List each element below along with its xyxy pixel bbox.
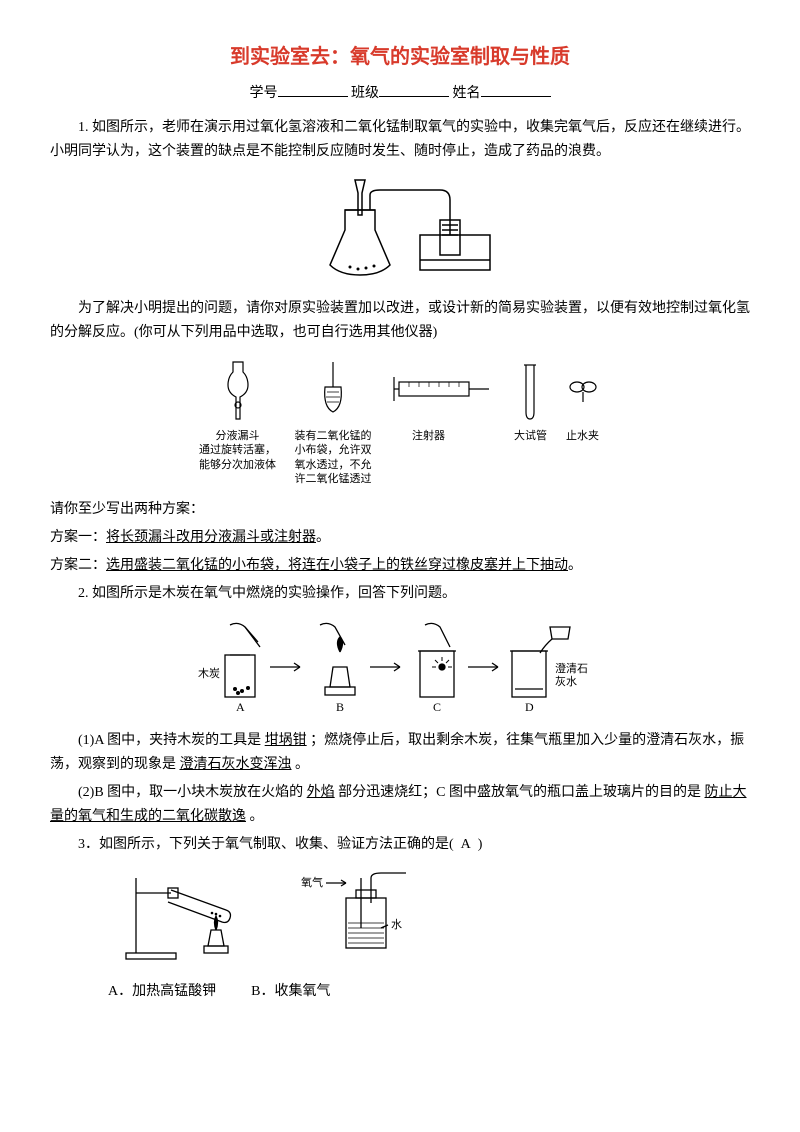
q2-p1a: (1)A 图中，夹持木炭的工具是 bbox=[78, 733, 261, 748]
plan2-period: 。 bbox=[568, 558, 582, 573]
banji-blank[interactable] bbox=[379, 82, 449, 97]
q3-optA-fig bbox=[116, 868, 256, 968]
q3-o2-label: 氧气 bbox=[301, 875, 323, 889]
banji-label: 班级 bbox=[351, 86, 379, 101]
q3-stem: 3．如图所示，下列关于氧气制取、收集、验证方法正确的是( bbox=[78, 837, 454, 852]
q1-text1: 1. 如图所示，老师在演示用过氧化氢溶液和二氧化锰制取氧气的实验中，收集完氧气后… bbox=[50, 116, 750, 164]
q2-p1ans1: 坩埚钳 bbox=[265, 733, 307, 748]
page-title: 到实验室去：氧气的实验室制取与性质 bbox=[50, 40, 750, 74]
tool0-desc: 通过旋转活塞，能够分次加液体 bbox=[199, 444, 276, 470]
plan1-answer: 将长颈漏斗改用分液漏斗或注射器 bbox=[106, 530, 316, 545]
q1-plans-prompt: 请你至少写出两种方案： bbox=[50, 498, 750, 522]
q3-options: A．加热高锰酸钾 B．收集氧气 bbox=[50, 980, 750, 1004]
q2-p2c: 。 bbox=[250, 809, 264, 824]
q2-label-right2: 灰水 bbox=[555, 674, 577, 688]
tool-syringe: 注射器 bbox=[389, 357, 499, 443]
xingming-blank[interactable] bbox=[481, 82, 551, 97]
xingming-label: 姓名 bbox=[453, 86, 481, 101]
tool2-name: 注射器 bbox=[389, 429, 469, 443]
q2-p2b: 部分迅速烧红；C 图中盛放氧气的瓶口盖上玻璃片的目的是 bbox=[338, 785, 701, 800]
q2-label-c: C bbox=[433, 700, 441, 714]
q1-tools-diagram: 分液漏斗通过旋转活塞，能够分次加液体 装有二氧化锰的小布袋，允许双氧水透过，不允… bbox=[50, 357, 750, 486]
q2-p1c: 。 bbox=[295, 757, 309, 772]
q2-p2a: (2)B 图中，取一小块木炭放在火焰的 bbox=[78, 785, 303, 800]
q2-label-d: D bbox=[525, 700, 534, 714]
q2-label-right1: 澄清石 bbox=[555, 661, 588, 675]
q2-part2: (2)B 图中，取一小块木炭放在火焰的 外焰 部分迅速烧红；C 图中盛放氧气的瓶… bbox=[50, 781, 750, 829]
tool-pinch-clamp: 止水夹 bbox=[563, 357, 603, 443]
q3-optB: B．收集氧气 bbox=[251, 984, 330, 999]
plan2-label: 方案二： bbox=[50, 558, 106, 573]
q2-diagram: 木炭 A B C D bbox=[50, 617, 750, 717]
q2-label-a: A bbox=[236, 700, 245, 714]
xuehao-label: 学号 bbox=[250, 86, 278, 101]
q2-p2ans1: 外焰 bbox=[307, 785, 335, 800]
q1-text2: 为了解决小明提出的问题，请你对原实验装置加以改进，或设计新的简易实验装置，以便有… bbox=[50, 297, 750, 345]
plan2-answer: 选用盛装二氧化锰的小布袋，将连在小袋子上的铁丝穿过橡皮塞并上下抽动 bbox=[106, 558, 568, 573]
q3-optB-fig: 氧气 水 bbox=[296, 868, 416, 968]
q3-text: 3．如图所示，下列关于氧气制取、收集、验证方法正确的是( A ) bbox=[50, 833, 750, 857]
tool3-name: 大试管 bbox=[514, 429, 547, 443]
tool-mno2-bag: 装有二氧化锰的小布袋，允许双氧水透过，不允许二氧化锰透过 bbox=[293, 357, 373, 486]
q2-p1ans2: 澄清石灰水变浑浊 bbox=[180, 757, 292, 772]
q1-apparatus-diagram bbox=[50, 175, 750, 285]
q2-label-left: 木炭 bbox=[198, 667, 220, 680]
q1-plan2: 方案二：选用盛装二氧化锰的小布袋，将连在小袋子上的铁丝穿过橡皮塞并上下抽动。 bbox=[50, 554, 750, 578]
q3-close: ) bbox=[478, 837, 483, 852]
q3-diagram: 氧气 水 bbox=[50, 868, 750, 968]
tool-test-tube: 大试管 bbox=[514, 357, 547, 443]
plan1-period: 。 bbox=[316, 530, 330, 545]
q3-optA: A．加热高锰酸钾 bbox=[108, 984, 216, 999]
tool0-name: 分液漏斗 bbox=[216, 430, 260, 442]
tool4-name: 止水夹 bbox=[563, 429, 603, 443]
q2-text: 2. 如图所示是木炭在氧气中燃烧的实验操作，回答下列问题。 bbox=[50, 582, 750, 606]
q3-water-label: 水 bbox=[391, 918, 402, 931]
q2-label-b: B bbox=[336, 700, 344, 714]
xuehao-blank[interactable] bbox=[278, 82, 348, 97]
q1-plan1: 方案一：将长颈漏斗改用分液漏斗或注射器。 bbox=[50, 526, 750, 550]
tool-separating-funnel: 分液漏斗通过旋转活塞，能够分次加液体 bbox=[198, 357, 278, 472]
q3-answer: A bbox=[461, 837, 471, 852]
student-info-line: 学号 班级 姓名 bbox=[50, 82, 750, 106]
plan1-label: 方案一： bbox=[50, 530, 106, 545]
q2-part1: (1)A 图中，夹持木炭的工具是 坩埚钳 ；燃烧停止后，取出剩余木炭，往集气瓶里… bbox=[50, 729, 750, 777]
